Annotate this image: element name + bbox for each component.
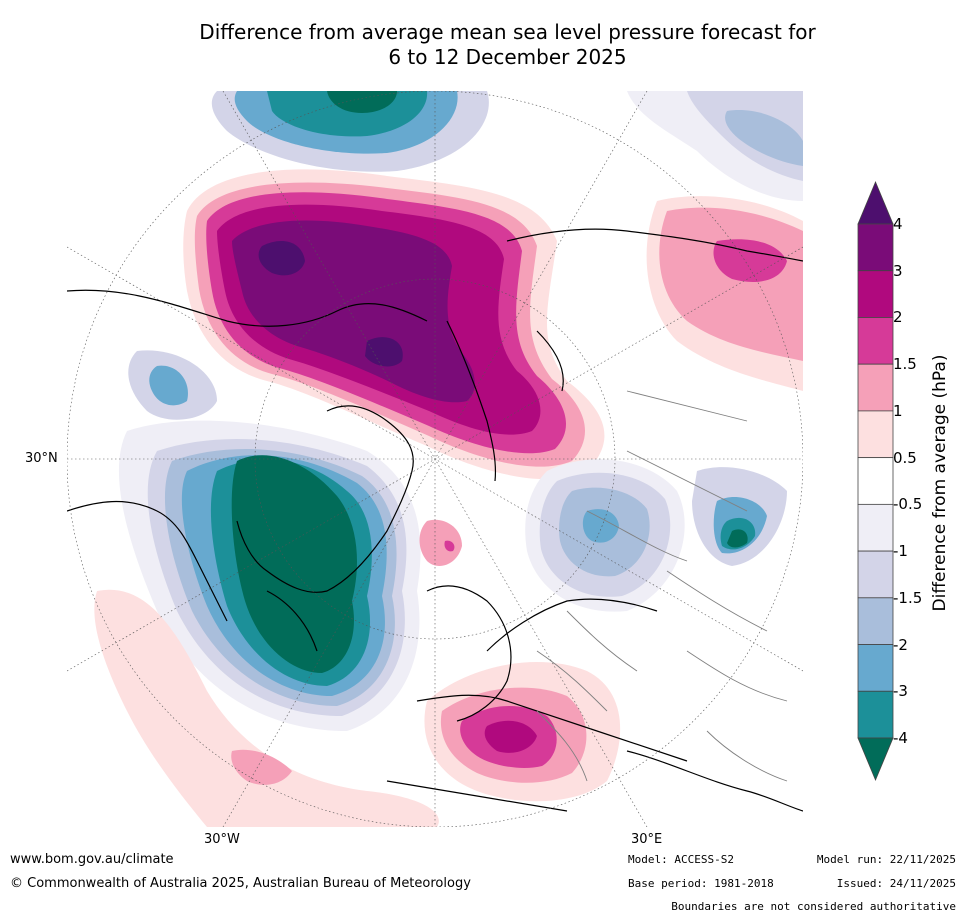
colorbar-band (857, 410, 894, 459)
latitude-label-30n: 30°N (25, 451, 58, 466)
colorbar-tick: -1.5 (893, 588, 923, 607)
colorbar-band (857, 317, 894, 365)
colorbar-tick: 0.5 (893, 448, 917, 467)
colorbar-extension-max (857, 180, 894, 225)
colorbar-extension-min (857, 737, 894, 782)
negative-anomaly-north-pacific (211, 91, 489, 172)
positive-anomaly-arctic (183, 169, 605, 480)
positive-anomaly-siberia (646, 196, 803, 391)
graticule (67, 91, 803, 827)
colorbar-band (857, 223, 894, 272)
boundaries-disclaimer: Boundaries are not considered authoritat… (671, 900, 956, 913)
model-run-date: Model run: 22/11/2025 (816, 853, 956, 866)
colorbar-band (857, 363, 894, 412)
positive-anomaly-subtropical-atlantic (94, 589, 439, 827)
colorbar-tick: 2 (893, 308, 903, 327)
longitude-label-30w: 30°W (204, 832, 240, 847)
model-name: Model: ACCESS-S2 (628, 853, 734, 866)
colorbar-tick: -3 (893, 682, 908, 701)
longitude-label-30e: 30°E (631, 832, 663, 847)
negative-anomaly-east-asia (627, 91, 803, 201)
country-borders (536, 390, 788, 782)
colorbar-band (857, 644, 894, 692)
pressure-anomaly-map[interactable] (67, 91, 803, 827)
copyright-notice: © Commonwealth of Australia 2025, Austra… (10, 876, 471, 891)
title-line-2: 6 to 12 December 2025 (388, 45, 627, 69)
colorbar-band (857, 690, 894, 739)
colorbar-tick: 3 (893, 261, 903, 280)
coastlines (67, 228, 803, 812)
colorbar-tick: -2 (893, 635, 908, 654)
colorbar-tick: 1.5 (893, 355, 917, 374)
negative-anomaly-atlantic (118, 350, 421, 731)
colorbar-band (857, 550, 894, 599)
website-link[interactable]: www.bom.gov.au/climate (10, 852, 174, 867)
colorbar-band (857, 270, 894, 318)
base-period: Base period: 1981-2018 (628, 877, 774, 890)
chart-title: Difference from average mean sea level p… (0, 20, 965, 70)
colorbar-tick: -1 (893, 542, 908, 561)
colorbar-band (857, 503, 894, 552)
colorbar-tick: 4 (893, 215, 903, 233)
issued-date: Issued: 24/11/2025 (836, 877, 956, 890)
colorbar-band (857, 457, 894, 505)
positive-anomaly-mediterranean (419, 519, 621, 802)
colorbar-tick: -0.5 (893, 495, 923, 514)
colorbar-label: Difference from average (hPa) (930, 354, 950, 612)
colorbar-band (857, 597, 894, 645)
negative-anomaly-central-asia (525, 459, 787, 612)
title-line-1: Difference from average mean sea level p… (199, 20, 816, 44)
colorbar-tick: 1 (893, 401, 903, 420)
colorbar (855, 180, 895, 782)
colorbar-tick: -4 (893, 729, 908, 747)
